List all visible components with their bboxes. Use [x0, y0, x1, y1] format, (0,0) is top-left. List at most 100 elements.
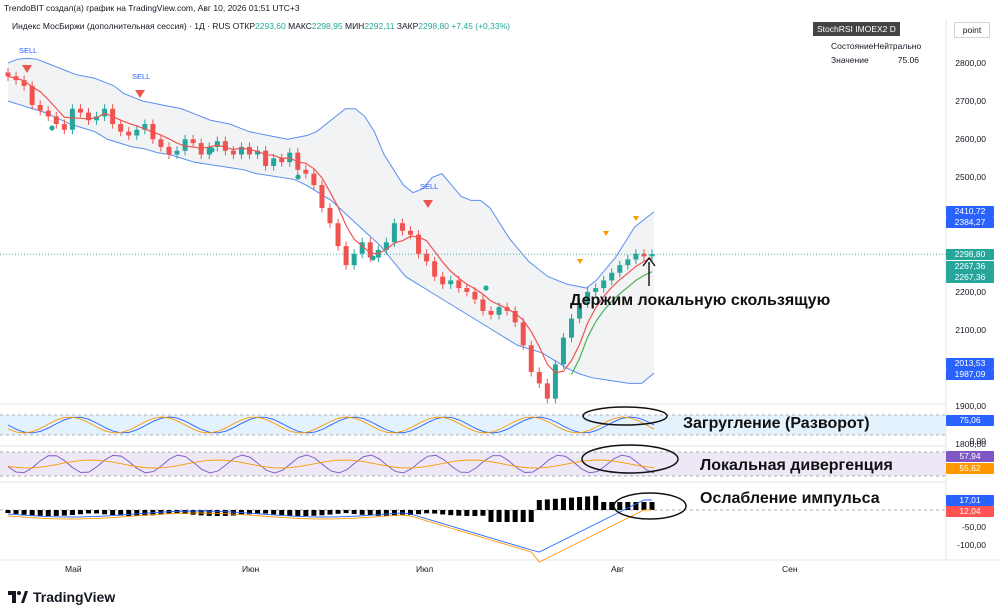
slow-moving-average-line [570, 271, 653, 375]
candle-body [424, 253, 430, 262]
warning-triangle [603, 231, 609, 236]
macd-histogram-bar [633, 502, 639, 510]
candle-body [271, 158, 277, 166]
sell-signal-label: SELL [132, 72, 151, 81]
stochrsi-d-line [7, 416, 655, 434]
low-value: 2292,11 [364, 21, 395, 31]
macd-histogram-bar [230, 510, 236, 516]
candle-body [625, 259, 631, 266]
close-label: ЗАКР [396, 21, 419, 31]
macd-histogram-bar [110, 510, 116, 516]
time-axis-label: Июл [416, 564, 434, 574]
candle-body [351, 253, 357, 266]
stochrsi-title: StochRSI IMOEX2 D [813, 22, 900, 36]
stoch-highlight-ellipse [582, 406, 668, 426]
macd-histogram-bar [569, 497, 574, 510]
macd-histogram-bar [279, 510, 285, 516]
sell-signal-label: SELL [19, 46, 38, 55]
tradingview-logo-icon [8, 591, 28, 603]
price-tag: 2267,36 [946, 261, 994, 273]
ohlc-legend: Индекс МосБиржи (дополнительная сессия) … [12, 21, 510, 31]
candle-body [102, 108, 108, 117]
rsi-ma-line [7, 459, 655, 469]
candle-body [593, 288, 599, 292]
macd-histogram-bar [375, 510, 381, 516]
price-tag: 2410,72 [946, 206, 994, 218]
macd-histogram-bar [448, 510, 454, 516]
macd-histogram-bar [544, 499, 550, 510]
macd-histogram-bar [21, 510, 27, 515]
price-axis-label: 2500,00 [955, 172, 986, 183]
open-value: 2293,60 [255, 21, 286, 31]
candle-body [569, 318, 574, 338]
symbol-line[interactable]: Индекс МосБиржи (дополнительная сессия) … [12, 21, 231, 31]
open-label: ОТКР [232, 21, 256, 31]
macd-histogram-bar [126, 510, 132, 516]
time-axis-label: Май [65, 564, 82, 574]
value-value: 75.06 [897, 55, 919, 65]
candle-body [472, 291, 478, 300]
macd-histogram-bar [351, 510, 357, 514]
candle-body [238, 146, 244, 155]
high-label: МАКС [288, 21, 312, 31]
candle-body [335, 223, 341, 247]
candle-body [448, 280, 454, 285]
candle-body [480, 299, 486, 311]
candle-body [311, 173, 317, 186]
macd-histogram-bar [488, 510, 494, 522]
warning-triangle [577, 259, 583, 264]
price-axis-label: 2800,00 [955, 58, 986, 68]
oscillator-tag: 55,62 [946, 463, 994, 474]
oscillator-tag: 17,01 [946, 495, 994, 506]
macd-histogram-bar [496, 510, 502, 522]
macd-histogram-bar [182, 510, 188, 514]
chart-credit: TrendoBIT создал(а) график на TradingVie… [4, 3, 300, 13]
candle-body [359, 242, 365, 254]
rsi-line [7, 454, 655, 474]
price-tag: 2267,36 [946, 272, 994, 284]
macd-histogram-bar [440, 510, 446, 515]
candle-body [279, 158, 285, 163]
macd-histogram-bar [625, 502, 631, 510]
candle-body [86, 112, 91, 121]
candle-body [5, 72, 11, 77]
sell-triangle [22, 65, 32, 73]
time-axis-label: Сен [782, 564, 798, 574]
candle-body [649, 254, 655, 257]
macd-histogram-bar [319, 510, 325, 516]
candle-body [440, 276, 446, 285]
candle-body [391, 223, 397, 243]
macd-histogram-bar [335, 510, 341, 514]
macd-histogram-bar [464, 510, 470, 516]
candle-body [45, 110, 51, 117]
macd-histogram-bar [45, 510, 51, 516]
candle-body [77, 108, 83, 113]
buy-signal-dot [370, 255, 376, 261]
macd-histogram-bar [432, 510, 438, 514]
candle-body [609, 272, 615, 281]
scale-mode-button[interactable]: point [954, 22, 990, 38]
buy-signal-dot [209, 147, 215, 153]
oscillator-axis-label: -50,00 [961, 522, 986, 532]
candle-body [488, 310, 494, 315]
macd-histogram-bar [617, 502, 623, 510]
candle-body [327, 207, 333, 224]
candle-body [528, 345, 534, 372]
macd-histogram-bar [102, 510, 108, 515]
macd-histogram-bar [408, 510, 413, 515]
candle-body [552, 364, 558, 399]
macd-histogram-bar [271, 510, 277, 515]
candle-body [520, 322, 526, 346]
price-tag: 2298,80 [946, 249, 994, 261]
macd-histogram-bar [303, 510, 309, 516]
sell-triangle [135, 90, 145, 98]
macd-histogram-bar [255, 510, 261, 514]
candle-body [166, 146, 172, 155]
macd-histogram-bar [61, 510, 67, 516]
price-axis-label: 1800,00 [955, 439, 986, 450]
candle-body [512, 310, 518, 323]
candle-body [544, 383, 550, 399]
close-value: 2298,80 [418, 21, 449, 31]
macd-histogram-bar [536, 500, 542, 510]
oscillator-tag: 12,04 [946, 506, 994, 517]
